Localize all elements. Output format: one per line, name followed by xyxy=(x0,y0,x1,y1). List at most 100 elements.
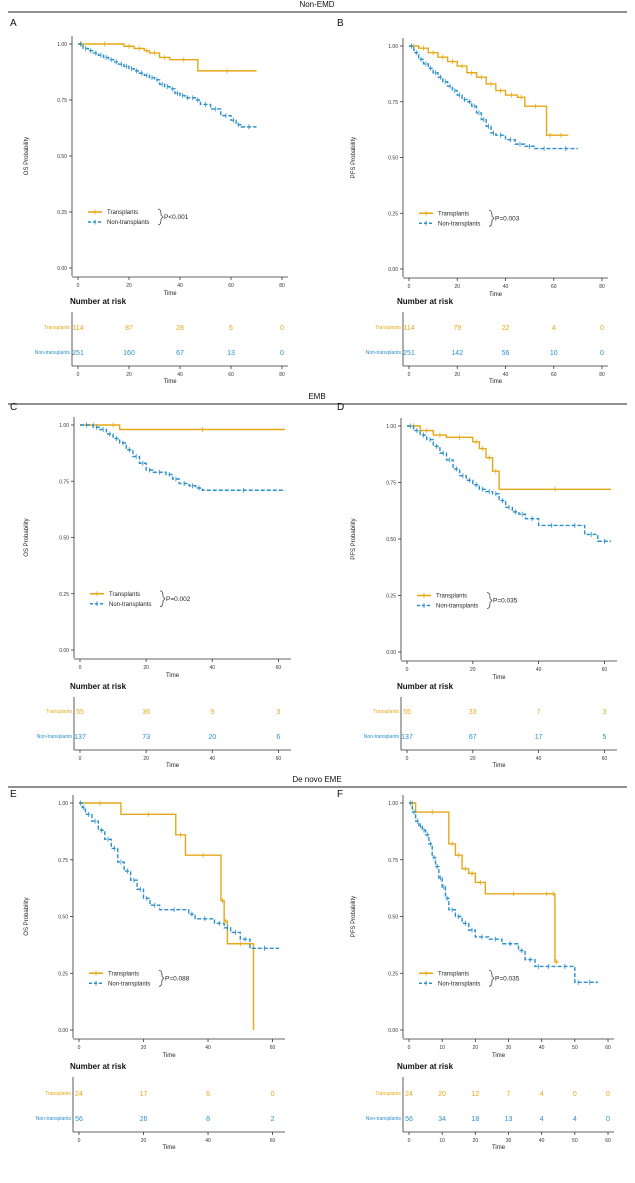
risk-row-label: Transplants xyxy=(44,325,70,331)
y-axis-label: OS Probability xyxy=(24,518,30,556)
risk-row-label: Non-transplants xyxy=(35,350,71,356)
risk-value: 114 xyxy=(403,325,414,332)
curve-transplants xyxy=(80,424,285,431)
risk-row-label: Transplants xyxy=(373,709,399,715)
risk-value: 5 xyxy=(602,734,606,741)
legend-label: Transplants xyxy=(107,210,138,216)
x-tick-label: 40 xyxy=(536,667,542,673)
curve-non-transplants xyxy=(80,424,285,491)
risk-value: 18 xyxy=(471,1116,479,1123)
x-axis-label: Time xyxy=(163,291,177,297)
y-tick-label: 0.50 xyxy=(386,537,396,543)
risk-value: 3 xyxy=(602,709,606,716)
y-tick-label: 1.00 xyxy=(386,424,396,430)
risk-x-tick-label: 60 xyxy=(228,372,234,378)
x-tick-label: 60 xyxy=(228,283,234,289)
curve-transplants xyxy=(409,802,559,963)
y-tick-label: 1.00 xyxy=(388,44,398,50)
x-tick-label: 50 xyxy=(572,1045,578,1051)
y-tick-label: 0.75 xyxy=(59,479,69,485)
legend-label: Non-transplants xyxy=(438,221,480,227)
risk-value: 6 xyxy=(206,1091,210,1098)
risk-x-tick-label: 80 xyxy=(279,372,285,378)
x-tick-label: 60 xyxy=(605,1045,611,1051)
x-tick-label: 20 xyxy=(143,665,149,671)
y-tick-label: 0.00 xyxy=(386,650,396,656)
y-tick-label: 0.25 xyxy=(386,594,396,600)
y-tick-label: 0.50 xyxy=(59,536,69,542)
legend-label: Non-transplants xyxy=(107,220,149,226)
risk-x-tick-label: 80 xyxy=(599,372,605,378)
risk-value: 17 xyxy=(535,734,543,741)
curve-non-transplants xyxy=(78,43,257,128)
risk-x-tick-label: 60 xyxy=(551,372,557,378)
legend-brace xyxy=(159,590,166,608)
risk-row-label: Non-transplants xyxy=(36,1116,72,1122)
panel-a: A 0.00 0.25 0.50 0.75 1.00 OS Probability 0 20 40… xyxy=(10,18,288,385)
risk-x-tick-label: 0 xyxy=(408,372,411,378)
x-tick-label: 20 xyxy=(126,283,132,289)
risk-x-tick-label: 60 xyxy=(602,756,608,762)
panel-label: E xyxy=(10,789,17,800)
risk-x-axis-label: Time xyxy=(166,763,180,769)
risk-x-axis-label: Time xyxy=(492,1145,506,1151)
x-tick-label: 30 xyxy=(506,1045,512,1051)
y-tick-label: 0.75 xyxy=(58,858,68,864)
risk-value: 17 xyxy=(140,1091,148,1098)
risk-value: 0 xyxy=(600,350,604,357)
curve-transplants xyxy=(79,802,255,1030)
risk-x-tick-label: 0 xyxy=(406,756,409,762)
legend-brace xyxy=(488,209,495,227)
y-axis-label: OS Probability xyxy=(24,897,30,935)
x-tick-label: 0 xyxy=(79,665,82,671)
risk-x-tick-label: 60 xyxy=(276,756,282,762)
risk-value: 20 xyxy=(208,734,216,741)
risk-value: 87 xyxy=(125,325,133,332)
curve-transplants xyxy=(407,425,611,490)
risk-value: 56 xyxy=(502,350,510,357)
x-tick-label: 60 xyxy=(270,1045,276,1051)
y-tick-label: 0.00 xyxy=(57,266,67,272)
panel-label: F xyxy=(337,789,343,800)
risk-value: 34 xyxy=(438,1116,446,1123)
curve-transplants xyxy=(78,43,257,72)
p-value: P=0.088 xyxy=(165,975,190,982)
risk-row-label: Non-transplants xyxy=(366,1116,402,1122)
y-tick-label: 1.00 xyxy=(58,801,68,807)
risk-value: 79 xyxy=(453,325,461,332)
x-tick-label: 10 xyxy=(439,1045,445,1051)
risk-row-label: Non-transplants xyxy=(37,734,73,740)
risk-table-title: Number at risk xyxy=(397,1062,454,1071)
risk-value: 67 xyxy=(469,734,477,741)
panel-label: B xyxy=(337,18,344,29)
risk-x-axis-label: Time xyxy=(492,763,506,769)
risk-value: 142 xyxy=(451,350,463,357)
y-tick-label: 0.75 xyxy=(388,858,398,864)
risk-x-tick-label: 20 xyxy=(470,756,476,762)
risk-x-tick-label: 40 xyxy=(177,372,183,378)
y-axis-label: OS Probability xyxy=(24,137,30,175)
risk-value: 22 xyxy=(502,325,510,332)
risk-x-tick-label: 20 xyxy=(473,1138,479,1144)
x-tick-label: 40 xyxy=(539,1045,545,1051)
y-tick-label: 0.50 xyxy=(388,156,398,162)
risk-value: 55 xyxy=(403,709,411,716)
y-tick-label: 0.00 xyxy=(388,267,398,273)
x-tick-label: 40 xyxy=(205,1045,211,1051)
risk-x-tick-label: 0 xyxy=(79,756,82,762)
y-tick-label: 1.00 xyxy=(59,423,69,429)
x-tick-label: 60 xyxy=(602,667,608,673)
x-tick-label: 20 xyxy=(454,284,460,290)
risk-x-tick-label: 50 xyxy=(572,1138,578,1144)
y-tick-label: 1.00 xyxy=(388,801,398,807)
x-tick-label: 0 xyxy=(77,283,80,289)
p-value: P<0.001 xyxy=(164,214,189,221)
risk-x-tick-label: 40 xyxy=(209,756,215,762)
panel-b: B 0.00 0.25 0.50 0.75 1.00 PFS Probability 0 20 4… xyxy=(337,18,608,385)
risk-value: 137 xyxy=(401,734,413,741)
x-axis-label: Time xyxy=(162,1053,176,1059)
risk-x-tick-label: 40 xyxy=(539,1138,545,1144)
risk-value: 3 xyxy=(276,709,280,716)
risk-row-label: Non-transplants xyxy=(364,734,400,740)
y-tick-label: 0.00 xyxy=(58,1028,68,1034)
